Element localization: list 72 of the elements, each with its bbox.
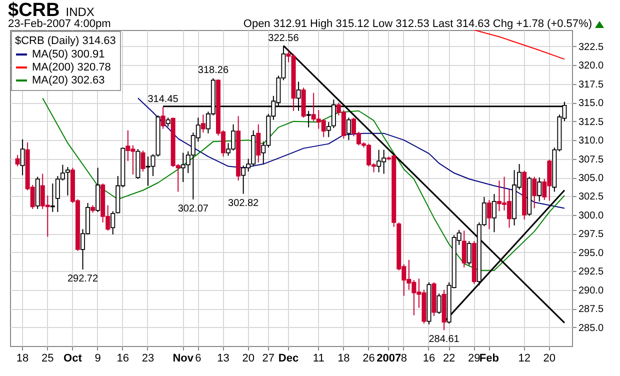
y-tick-label: 297.5 <box>578 229 604 240</box>
text: Open 312.91 High 315.12 Low 312.53 Last 314.63 Chg +1.78 (+0.57%) <box>243 18 592 30</box>
chart-subtitle: 23-Feb-2007 4:00pm <box>8 18 111 30</box>
candlestick <box>110 210 116 235</box>
candlestick <box>537 177 542 202</box>
legend-label: MA(200) 320.78 <box>32 62 111 74</box>
x-tick-label: 25 <box>42 352 54 364</box>
x-tick-label: Dec <box>278 352 299 364</box>
candlestick <box>436 293 442 314</box>
annotation: 292.72 <box>67 273 98 284</box>
legend-label: MA(50) 300.91 <box>32 48 105 60</box>
candlestick <box>140 150 146 172</box>
x-tick-label: 22 <box>442 352 456 364</box>
x-tick-label: Nov <box>172 352 194 364</box>
y-tick-label: 290.0 <box>578 285 604 296</box>
x-tick-label: 6 <box>195 352 202 364</box>
annotation: 322.56 <box>268 33 300 44</box>
x-tick-label: 12 <box>518 352 530 364</box>
x-tick-label: 11 <box>312 352 324 364</box>
text: INDX <box>66 5 94 19</box>
candlestick <box>160 106 166 130</box>
x-tick-label: 29 <box>468 352 480 364</box>
candlestick <box>50 183 55 212</box>
y-tick-label: 315.0 <box>578 98 604 110</box>
y-tick-label: 302.5 <box>578 192 604 203</box>
x-tick-label: 2007 <box>376 352 402 364</box>
annotation: 302.82 <box>228 198 260 209</box>
y-tick-label: 312.5 <box>578 116 604 128</box>
candlestick <box>492 193 496 233</box>
x-tick-label: 27 <box>262 352 275 364</box>
y-tick-label: 317.5 <box>578 79 604 90</box>
y-tick-label: 305.0 <box>578 173 604 184</box>
y-tick-label: 300.0 <box>578 210 604 222</box>
y-tick-label: 322.5 <box>578 42 604 53</box>
x-tick-label: Feb <box>479 352 500 364</box>
candlestick <box>200 114 206 134</box>
x-tick-label: 18 <box>338 352 350 364</box>
y-tick-label: 295.0 <box>578 248 604 259</box>
candlestick <box>466 240 472 266</box>
candlestick <box>20 138 25 176</box>
y-tick-label: 287.5 <box>578 304 604 316</box>
x-tick-label: 20 <box>242 352 254 364</box>
candlestick <box>532 176 537 209</box>
annotation: 302.07 <box>178 203 209 214</box>
line-series <box>474 30 565 60</box>
x-tick-label: 8 <box>400 352 407 364</box>
candlestick <box>346 117 351 141</box>
legend-title: $CRB (Daily) 314.63 <box>15 35 116 47</box>
x-tick-label: 23 <box>142 352 154 364</box>
candlestick <box>462 230 466 268</box>
x-tick-label: 26 <box>362 352 375 364</box>
annotation: 284.61 <box>428 334 460 346</box>
x-tick-label: 13 <box>217 352 230 364</box>
candlestick <box>65 166 70 196</box>
y-tick-label: 285.0 <box>578 322 604 334</box>
x-tick-label: 9 <box>94 352 101 364</box>
x-tick-label: 18 <box>16 352 29 364</box>
candlestick <box>15 154 20 167</box>
x-tick-label: Oct <box>64 352 82 364</box>
annotation: 318.26 <box>198 65 229 76</box>
x-tick-label: 16 <box>422 352 436 364</box>
annotation: 314.45 <box>148 94 179 105</box>
x-tick-label: 20 <box>543 352 556 364</box>
y-tick-label: 292.5 <box>578 266 604 278</box>
y-tick-label: 307.5 <box>578 154 604 166</box>
candlestick <box>486 199 492 230</box>
y-tick-label: 320.0 <box>578 60 604 72</box>
y-tick-label: 310.0 <box>578 136 604 147</box>
candlestick <box>306 110 311 128</box>
candlestick <box>256 124 261 164</box>
x-tick-label: 16 <box>116 352 130 364</box>
legend-label: MA(20) 302.63 <box>32 74 105 86</box>
